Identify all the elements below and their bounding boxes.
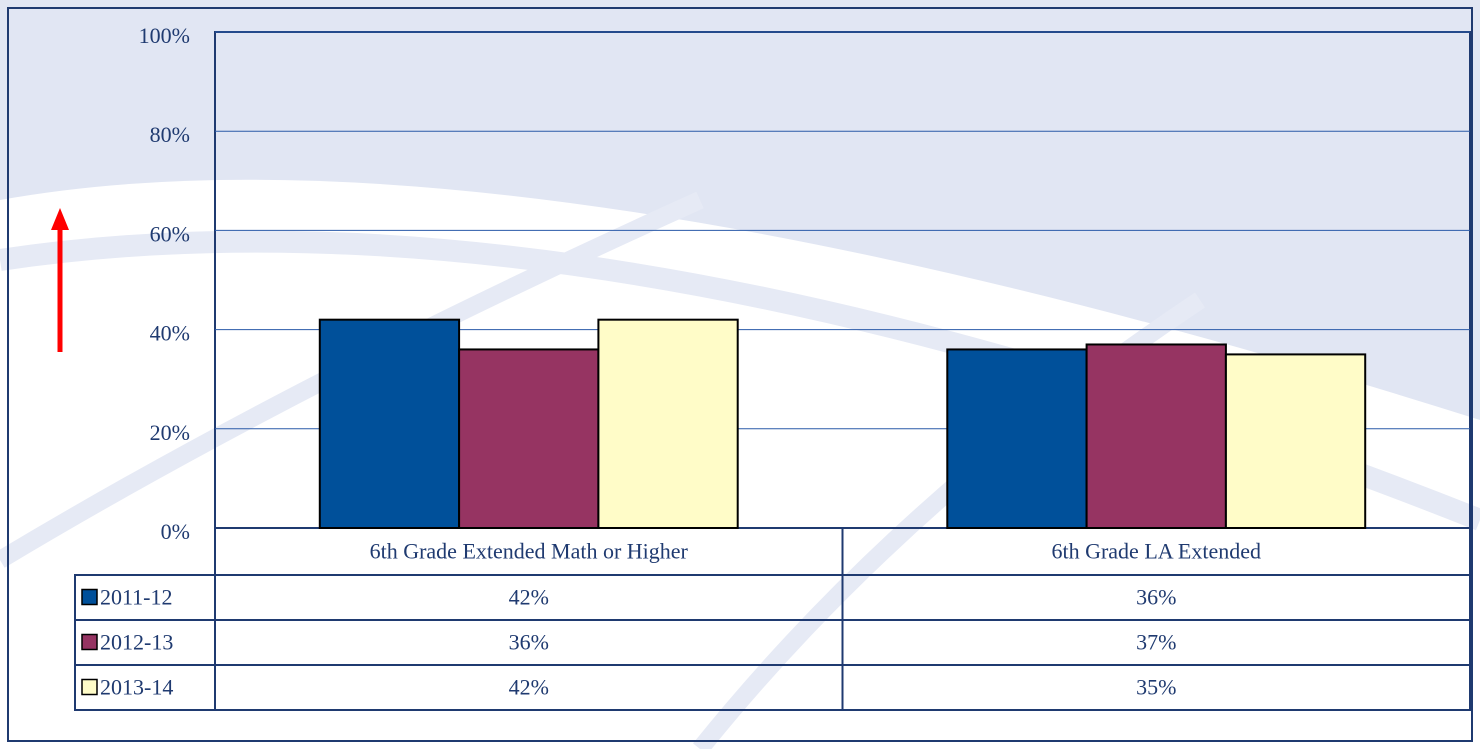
value-label: 37% [1136, 630, 1176, 655]
legend-label: 2012-13 [100, 630, 173, 655]
legend-label: 2011-12 [100, 585, 173, 610]
value-label: 42% [509, 585, 549, 610]
value-label: 42% [509, 675, 549, 700]
legend-swatch [82, 680, 97, 695]
y-tick-label: 60% [150, 221, 190, 246]
bar [320, 320, 459, 528]
value-label: 35% [1136, 675, 1176, 700]
value-label: 36% [509, 630, 549, 655]
y-tick-label: 20% [150, 420, 190, 445]
legend-label: 2013-14 [100, 675, 173, 700]
bar [459, 349, 598, 528]
legend-swatch [82, 635, 97, 650]
y-tick-label: 100% [139, 23, 190, 48]
x-tick-label: 6th Grade LA Extended [1051, 539, 1261, 564]
bar [1087, 344, 1226, 528]
bar [947, 349, 1086, 528]
chart: 0% 20% 40% 60% 80% 100% 6th Grade Extended Mat… [0, 0, 1480, 749]
legend-swatch [82, 590, 97, 605]
y-tick-label: 0% [161, 519, 190, 544]
value-label: 36% [1136, 585, 1176, 610]
x-tick-label: 6th Grade Extended Math or Higher [370, 539, 689, 564]
bar [598, 320, 737, 528]
bar [1226, 354, 1365, 528]
y-tick-label: 80% [150, 122, 190, 147]
y-tick-label: 40% [150, 321, 190, 346]
